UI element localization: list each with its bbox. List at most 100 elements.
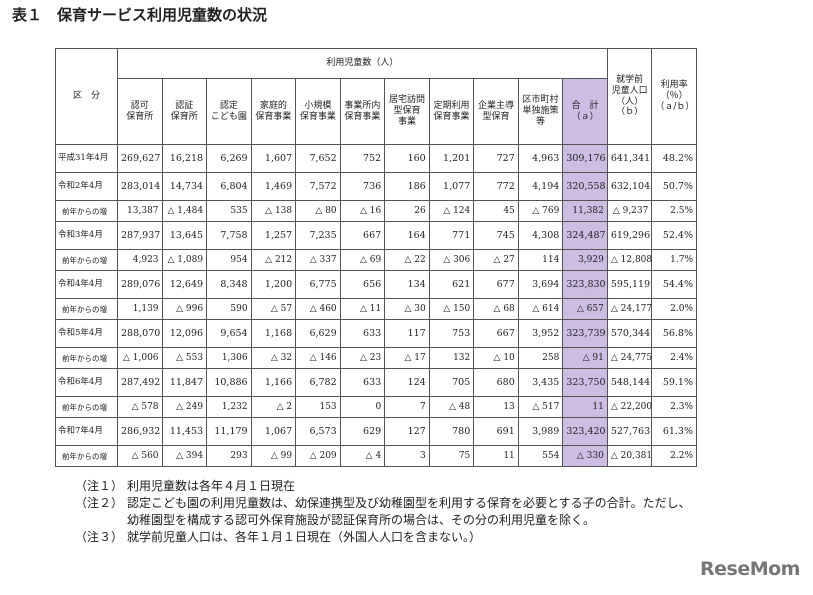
cell: 7,758 <box>206 221 252 250</box>
cell: 3,435 <box>517 368 564 397</box>
cell: △ 32 <box>250 347 297 369</box>
cell: 114 <box>517 249 564 271</box>
note-label: （注２） <box>75 496 124 510</box>
cell: 3 <box>384 445 430 467</box>
cell: 3,989 <box>517 417 564 446</box>
cell: △ 69 <box>339 249 386 271</box>
cell: 287,492 <box>117 368 163 397</box>
table-row: 令和5年4月 288,070 12,096 9,654 1,168 6,629 633 117… <box>55 319 697 348</box>
cell: 52.4% <box>651 221 697 250</box>
row-label: 令和4年4月 <box>55 270 118 299</box>
cell: 16,218 <box>161 144 208 173</box>
cell: 753 <box>428 319 475 348</box>
cell: 124 <box>384 368 430 397</box>
row-label: 前年からの増 <box>55 347 118 369</box>
cell: △ 11 <box>339 298 386 320</box>
cell: △ 1,484 <box>161 200 208 222</box>
cell: 1,139 <box>117 298 163 320</box>
cell: △ 17 <box>384 347 430 369</box>
cell: 772 <box>473 172 519 201</box>
cell: 323,830 <box>562 270 608 299</box>
cell: 2.0% <box>651 298 697 320</box>
cell: △ 48 <box>428 396 475 418</box>
cell: 75 <box>428 445 475 467</box>
cell: △ 2 <box>250 396 297 418</box>
cell: 633 <box>339 368 386 397</box>
group-header: 利用児童数（人） <box>117 48 608 79</box>
cell: 633 <box>339 319 386 348</box>
cell: 667 <box>473 319 519 348</box>
cell: △ 1,006 <box>117 347 163 369</box>
cell: △ 150 <box>428 298 475 320</box>
cell: 7,572 <box>295 172 341 201</box>
note-label: （注１） <box>75 479 124 493</box>
column-header: 合 計 （ａ） <box>562 78 608 145</box>
cell: 11,382 <box>562 200 608 222</box>
cell: △ 249 <box>161 396 208 418</box>
cell: 160 <box>384 144 430 173</box>
cell: 26 <box>384 200 430 222</box>
cell: △ 996 <box>161 298 208 320</box>
table-row: 前年からの増 △ 1,006 △ 553 1,306 △ 32 △ 146 △ 23 △ 17… <box>55 347 697 369</box>
cell: 11 <box>562 396 608 418</box>
cell: △ 23 <box>339 347 386 369</box>
cell: △ 209 <box>295 445 341 467</box>
cell: 780 <box>428 417 475 446</box>
row-header: 区 分 <box>55 48 118 145</box>
cell: △ 4 <box>339 445 386 467</box>
table-row: 前年からの増 △ 560 △ 394 293 △ 99 △ 209 △ 4 3 75 11 554 △… <box>55 445 697 467</box>
cell: △ 80 <box>295 200 341 222</box>
column-header: 企業主導 型保育 <box>473 78 519 145</box>
cell: 9,654 <box>206 319 252 348</box>
cell: △ 16 <box>339 200 386 222</box>
cell: 14,734 <box>161 172 208 201</box>
row-label: 前年からの増 <box>55 249 118 271</box>
cell: 1,200 <box>250 270 297 299</box>
row-label: 前年からの増 <box>55 396 118 418</box>
cell: △ 146 <box>295 347 341 369</box>
cell: 4,963 <box>517 144 564 173</box>
cell: 11,179 <box>206 417 252 446</box>
cell: 8,348 <box>206 270 252 299</box>
note: （注１） 利用児童数は各年４月１日現在 <box>75 478 695 495</box>
cell: 286,932 <box>117 417 163 446</box>
cell: 288,070 <box>117 319 163 348</box>
column-header: 定期利用 保育事業 <box>428 78 475 145</box>
column-header: 認証 保育所 <box>161 78 208 145</box>
cell: 1,067 <box>250 417 297 446</box>
cell: 0 <box>339 396 386 418</box>
cell: 1.7% <box>651 249 697 271</box>
row-label: 平成31年4月 <box>55 144 118 173</box>
cell: △ 394 <box>161 445 208 467</box>
row-label: 令和3年4月 <box>55 221 118 250</box>
column-header: 居宅訪問 型保育 事業 <box>384 78 430 145</box>
cell: 59.1% <box>651 368 697 397</box>
cell: 289,076 <box>117 270 163 299</box>
cell: 691 <box>473 417 519 446</box>
cell: 705 <box>428 368 475 397</box>
cell: 656 <box>339 270 386 299</box>
table-row: 平成31年4月 269,627 16,218 6,269 1,607 7,652 752 16… <box>55 144 697 173</box>
cell: 4,923 <box>117 249 163 271</box>
cell: 7,235 <box>295 221 341 250</box>
cell: 6,804 <box>206 172 252 201</box>
row-label: 前年からの増 <box>55 200 118 222</box>
row-label: 前年からの増 <box>55 298 118 320</box>
cell: △ 560 <box>117 445 163 467</box>
cell: 7 <box>384 396 430 418</box>
cell: △ 337 <box>295 249 341 271</box>
row-label: 令和5年4月 <box>55 319 118 348</box>
cell: 258 <box>517 347 564 369</box>
cell: 736 <box>339 172 386 201</box>
cell: △ 27 <box>473 249 519 271</box>
cell: 6,573 <box>295 417 341 446</box>
cell: 771 <box>428 221 475 250</box>
cell: 323,420 <box>562 417 608 446</box>
cell: △ 1,089 <box>161 249 208 271</box>
table-row: 令和7年4月 286,932 11,453 11,179 1,067 6,573 629 12… <box>55 417 697 446</box>
cell: 7,652 <box>295 144 341 173</box>
cell: △ 578 <box>117 396 163 418</box>
cell: △ 553 <box>161 347 208 369</box>
cell: △ 212 <box>250 249 297 271</box>
data-table: 区 分 利用児童数（人） 就学前 児童人口 （人） （ｂ） 利用率 （％） （ａ/… <box>55 48 697 467</box>
